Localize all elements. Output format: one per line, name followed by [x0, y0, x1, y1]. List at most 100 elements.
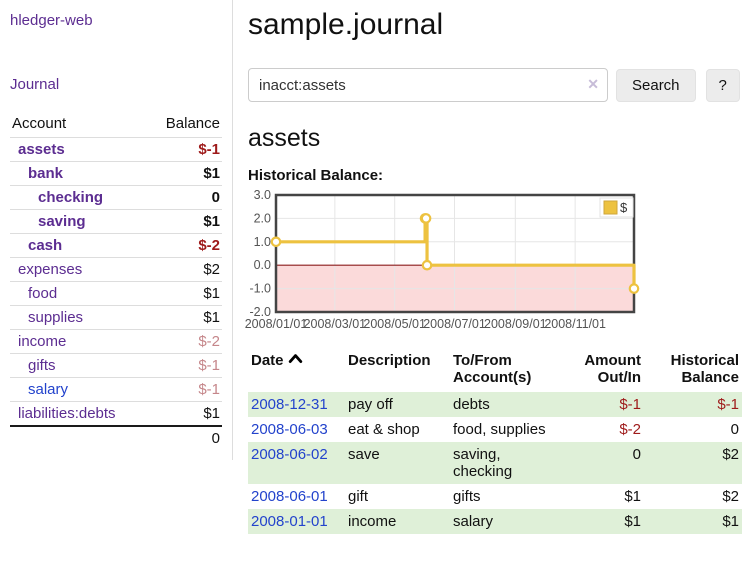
account-row: liabilities:debts $1: [10, 401, 222, 425]
transaction-accounts: debts: [450, 392, 572, 417]
account-balance: $-1: [198, 381, 220, 398]
sidebar-account-link[interactable]: expenses: [18, 261, 83, 278]
search-form: ✕ Search ?: [248, 68, 742, 102]
transaction-date-link[interactable]: 2008-06-02: [251, 446, 328, 463]
sidebar-item-journal[interactable]: Journal: [10, 76, 60, 93]
transaction-description: eat & shop: [348, 421, 420, 438]
sidebar-account-link[interactable]: saving: [38, 213, 86, 230]
y-tick-label: -2.0: [249, 305, 271, 319]
balance-column-header: Balance: [165, 115, 220, 132]
help-button[interactable]: ?: [705, 68, 740, 102]
page-title: sample.journal: [248, 8, 444, 41]
account-heading: assets: [248, 124, 321, 152]
transaction-balance: $2: [644, 442, 742, 484]
y-tick-label: 1.0: [254, 235, 271, 249]
y-tick-label: -1.0: [249, 282, 271, 296]
transaction-amount: $1: [624, 488, 641, 505]
register-row: 2008-06-01 gift gifts $1 $2: [248, 484, 742, 509]
register-row: 2008-12-31 pay off debts $-1 $-1: [248, 392, 742, 417]
sidebar-account-link[interactable]: food: [28, 285, 58, 302]
account-column-header: Account: [12, 115, 67, 132]
transaction-amount: $-1: [572, 392, 644, 417]
account-row: gifts $-1: [10, 353, 222, 377]
x-tick-label: 2008/07/01: [423, 317, 486, 331]
sidebar-account-link[interactable]: cash: [28, 237, 63, 254]
y-tick-label: 0.0: [254, 258, 271, 272]
account-row: saving $1: [10, 209, 222, 233]
historical-balance-chart: $3.0 2.0 1.0 0.0 -1.0 -2.0 2008/01/01 2008/03/0…: [245, 188, 742, 333]
account-balance: $-2: [198, 333, 220, 350]
date-column-header[interactable]: Date: [248, 349, 345, 392]
account-row: salary $-1: [10, 377, 222, 401]
accounts-total-value: 0: [211, 430, 220, 447]
register-row: 2008-01-01 income salary $1 $1: [248, 509, 742, 534]
transaction-accounts: food, supplies: [453, 421, 546, 438]
sidebar-account-link[interactable]: supplies: [28, 309, 84, 326]
register-row: 2008-06-03 eat & shop food, supplies $-2 0: [248, 417, 742, 442]
transaction-amount: $-2: [619, 421, 641, 438]
legend-swatch: [603, 200, 618, 215]
transaction-balance: $1: [644, 509, 742, 534]
transaction-date-link[interactable]: 2008-01-01: [251, 513, 328, 530]
search-button[interactable]: Search: [616, 68, 696, 102]
sidebar-account-link[interactable]: assets: [18, 141, 65, 158]
account-row: expenses $2: [10, 257, 222, 281]
account-balance: 0: [211, 189, 220, 206]
account-balance: $-2: [198, 237, 220, 254]
y-tick-label: 2.0: [254, 211, 271, 225]
x-tick-label: 2008/11/01: [544, 317, 606, 331]
x-tick-label: 2008/01/01: [245, 317, 308, 331]
sidebar-account-link[interactable]: salary: [28, 381, 69, 398]
app-title-link[interactable]: hledger-web: [10, 12, 93, 29]
account-balance: $1: [203, 405, 220, 422]
data-point-marker: [420, 213, 432, 224]
register-header-row: Date Description To/From Account(s) Amou…: [248, 349, 742, 392]
sidebar-account-link[interactable]: checking: [38, 189, 104, 206]
transaction-date-link[interactable]: 2008-12-31: [251, 396, 328, 413]
account-row: cash $-2: [10, 233, 222, 257]
tofrom-column-header: To/From Account(s): [453, 352, 532, 386]
transaction-amount: $1: [572, 509, 644, 534]
transaction-accounts: salary: [450, 509, 572, 534]
sidebar-account-link[interactable]: income: [18, 333, 67, 350]
transaction-balance: $2: [722, 488, 739, 505]
sort-ascending-icon: [288, 354, 302, 364]
search-input-wrap: ✕: [248, 68, 608, 102]
account-row: checking 0: [10, 185, 222, 209]
amount-column-header: Amount Out/In: [584, 352, 641, 386]
x-tick-label: 2008/03/01: [304, 317, 367, 331]
transaction-description: income: [345, 509, 450, 534]
transaction-description: gift: [348, 488, 369, 505]
accounts-total: 0: [10, 425, 222, 450]
register-table: Date Description To/From Account(s) Amou…: [248, 349, 742, 534]
transaction-description: pay off: [345, 392, 450, 417]
transaction-accounts: gifts: [453, 488, 481, 505]
account-balance: $-1: [198, 357, 220, 374]
account-balance: $1: [203, 213, 220, 230]
accounts-table: Account Balance assets $-1 bank $1 checking 0…: [10, 112, 222, 450]
account-balance: $1: [203, 285, 220, 302]
search-input[interactable]: [248, 68, 608, 102]
transaction-date-link[interactable]: 2008-06-03: [251, 421, 328, 438]
account-balance: $2: [203, 261, 220, 278]
data-point-marker: [270, 236, 282, 248]
legend-label: $: [620, 200, 628, 215]
transaction-date-link[interactable]: 2008-06-01: [251, 488, 328, 505]
account-row: assets $-1: [10, 137, 222, 161]
account-balance: $1: [203, 165, 220, 182]
plot-frame: [274, 193, 636, 314]
account-row: food $1: [10, 281, 222, 305]
account-row: bank $1: [10, 161, 222, 185]
description-column-header: Description: [348, 352, 431, 369]
account-balance: $-1: [198, 141, 220, 158]
balance-column-header: Historical Balance: [670, 352, 739, 386]
data-point-marker: [628, 283, 640, 294]
account-row: income $-2: [10, 329, 222, 353]
sidebar-account-link[interactable]: bank: [28, 165, 64, 182]
clear-search-icon[interactable]: ✕: [587, 76, 599, 92]
sidebar-account-link[interactable]: liabilities:debts: [18, 405, 116, 422]
sidebar-account-link[interactable]: gifts: [28, 357, 56, 374]
transaction-amount: 0: [572, 442, 644, 484]
transaction-balance: $-1: [644, 392, 742, 417]
y-tick-label: 3.0: [254, 188, 271, 202]
